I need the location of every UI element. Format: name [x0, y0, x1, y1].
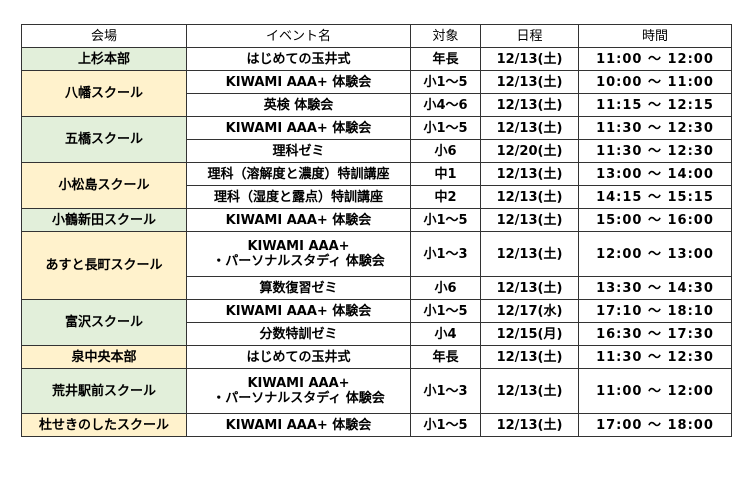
time-cell: 16:30 ～ 17:30 — [578, 322, 732, 346]
venue-cell: 上杉本部 — [21, 47, 187, 71]
venue-cell: 小松島スクール — [21, 162, 187, 209]
venue-cell: 八幡スクール — [21, 70, 187, 117]
date-cell: 12/13(土) — [480, 162, 579, 186]
event-schedule-table: 会場 イベント名 対象 日程 時間 上杉本部 はじめての玉井式 年長 12/13… — [21, 24, 732, 437]
time-cell: 13:00 ～ 14:00 — [578, 162, 732, 186]
time-cell: 12:00 ～ 13:00 — [578, 231, 732, 277]
event-name-line: KIWAMI AAA+ — [247, 376, 350, 391]
time-cell: 11:00 ～ 12:00 — [578, 47, 732, 71]
event-name-cell: 算数復習ゼミ — [186, 276, 411, 300]
table-row: 理科ゼミ 小6 12/20(土) 11:30 ～ 12:30 — [22, 139, 732, 163]
target-cell: 小1～3 — [410, 231, 481, 277]
event-name-cell: KIWAMI AAA+ ・パーソナルスタディ 体験会 — [186, 231, 411, 277]
table-row: 五橋スクール KIWAMI AAA+ 体験会 小1～5 12/13(土) 11:… — [21, 116, 732, 163]
date-cell: 12/13(土) — [480, 116, 579, 140]
table-row: 上杉本部 はじめての玉井式 年長 12/13(土) 11:00 ～ 12:00 — [21, 47, 732, 71]
date-cell: 12/17(水) — [480, 299, 579, 323]
table-row: 算数復習ゼミ 小6 12/13(土) 13:30 ～ 14:30 — [22, 276, 732, 300]
event-name-cell: KIWAMI AAA+ 体験会 — [186, 208, 411, 232]
date-cell: 12/13(土) — [480, 231, 579, 277]
target-cell: 中2 — [410, 185, 481, 209]
table-row: 荒井駅前スクール KIWAMI AAA+ ・パーソナルスタディ 体験会 小1～3… — [21, 368, 732, 414]
target-cell: 小6 — [410, 139, 481, 163]
event-name-cell: 分数特訓ゼミ — [186, 322, 411, 346]
target-cell: 中1 — [410, 162, 481, 186]
date-cell: 12/13(土) — [480, 208, 579, 232]
date-cell: 12/13(土) — [480, 368, 579, 414]
date-cell: 12/13(土) — [480, 345, 579, 369]
time-cell: 11:30 ～ 12:30 — [578, 116, 732, 140]
header-target: 対象 — [410, 24, 481, 48]
event-name-cell: 理科（溶解度と濃度）特訓講座 — [186, 162, 411, 186]
header-venue: 会場 — [21, 24, 187, 48]
time-cell: 10:00 ～ 11:00 — [578, 70, 732, 94]
event-name-cell: 理科（湿度と露点）特訓講座 — [186, 185, 411, 209]
event-name-line: ・パーソナルスタディ 体験会 — [212, 254, 385, 269]
venue-cell: あすと長町スクール — [21, 231, 187, 300]
target-cell: 小1～5 — [410, 70, 481, 94]
target-cell: 小4 — [410, 322, 481, 346]
event-name-cell: はじめての玉井式 — [186, 345, 411, 369]
time-cell: 11:15 ～ 12:15 — [578, 93, 732, 117]
venue-cell: 五橋スクール — [21, 116, 187, 163]
date-cell: 12/13(土) — [480, 93, 579, 117]
table-row: 八幡スクール KIWAMI AAA+ 体験会 小1～5 12/13(土) 10:… — [21, 70, 732, 117]
time-cell: 11:30 ～ 12:30 — [578, 139, 732, 163]
date-cell: 12/13(土) — [480, 276, 579, 300]
table-row: 小鶴新田スクール KIWAMI AAA+ 体験会 小1～5 12/13(土) 1… — [21, 208, 732, 232]
time-cell: 11:30 ～ 12:30 — [578, 345, 732, 369]
event-name-cell: 英検 体験会 — [186, 93, 411, 117]
event-name-cell: はじめての玉井式 — [186, 47, 411, 71]
venue-cell: 小鶴新田スクール — [21, 208, 187, 232]
header-event-name: イベント名 — [186, 24, 411, 48]
date-cell: 12/13(土) — [480, 70, 579, 94]
target-cell: 年長 — [410, 345, 481, 369]
header-row: 会場 イベント名 対象 日程 時間 — [21, 24, 732, 48]
event-name-cell: KIWAMI AAA+ 体験会 — [186, 70, 411, 94]
target-cell: 小1～3 — [410, 368, 481, 414]
date-cell: 12/13(土) — [480, 413, 579, 437]
event-name-line: KIWAMI AAA+ — [247, 239, 350, 254]
target-cell: 年長 — [410, 47, 481, 71]
target-cell: 小1～5 — [410, 413, 481, 437]
event-name-cell: 理科ゼミ — [186, 139, 411, 163]
header-date: 日程 — [480, 24, 579, 48]
table-row: 理科（湿度と露点）特訓講座 中2 12/13(土) 14:15 ～ 15:15 — [22, 185, 732, 209]
date-cell: 12/13(土) — [480, 185, 579, 209]
venue-cell: 杜せきのしたスクール — [21, 413, 187, 437]
event-name-cell: KIWAMI AAA+ 体験会 — [186, 116, 411, 140]
time-cell: 17:00 ～ 18:00 — [578, 413, 732, 437]
date-cell: 12/15(月) — [480, 322, 579, 346]
time-cell: 15:00 ～ 16:00 — [578, 208, 732, 232]
event-name-cell: KIWAMI AAA+ 体験会 — [186, 413, 411, 437]
venue-cell: 荒井駅前スクール — [21, 368, 187, 414]
venue-cell: 泉中央本部 — [21, 345, 187, 369]
table-row: 泉中央本部 はじめての玉井式 年長 12/13(土) 11:30 ～ 12:30 — [21, 345, 732, 369]
table-row: 分数特訓ゼミ 小4 12/15(月) 16:30 ～ 17:30 — [22, 322, 732, 346]
date-cell: 12/13(土) — [480, 47, 579, 71]
time-cell: 13:30 ～ 14:30 — [578, 276, 732, 300]
time-cell: 11:00 ～ 12:00 — [578, 368, 732, 414]
venue-cell: 富沢スクール — [21, 299, 187, 346]
event-name-line: ・パーソナルスタディ 体験会 — [212, 391, 385, 406]
time-cell: 14:15 ～ 15:15 — [578, 185, 732, 209]
table-row: 英検 体験会 小4～6 12/13(土) 11:15 ～ 12:15 — [22, 93, 732, 117]
event-name-cell: KIWAMI AAA+ 体験会 — [186, 299, 411, 323]
table-row: 杜せきのしたスクール KIWAMI AAA+ 体験会 小1～5 12/13(土)… — [21, 413, 732, 437]
target-cell: 小1～5 — [410, 116, 481, 140]
table-row: あすと長町スクール KIWAMI AAA+ ・パーソナルスタディ 体験会 小1～… — [21, 231, 732, 300]
table-row: 富沢スクール KIWAMI AAA+ 体験会 小1～5 12/17(水) 17:… — [21, 299, 732, 346]
target-cell: 小1～5 — [410, 208, 481, 232]
table-row: 小松島スクール 理科（溶解度と濃度）特訓講座 中1 12/13(土) 13:00… — [21, 162, 732, 209]
target-cell: 小1～5 — [410, 299, 481, 323]
target-cell: 小4～6 — [410, 93, 481, 117]
event-name-cell: KIWAMI AAA+ ・パーソナルスタディ 体験会 — [186, 368, 411, 414]
date-cell: 12/20(土) — [480, 139, 579, 163]
header-time: 時間 — [578, 24, 732, 48]
target-cell: 小6 — [410, 276, 481, 300]
time-cell: 17:10 ～ 18:10 — [578, 299, 732, 323]
